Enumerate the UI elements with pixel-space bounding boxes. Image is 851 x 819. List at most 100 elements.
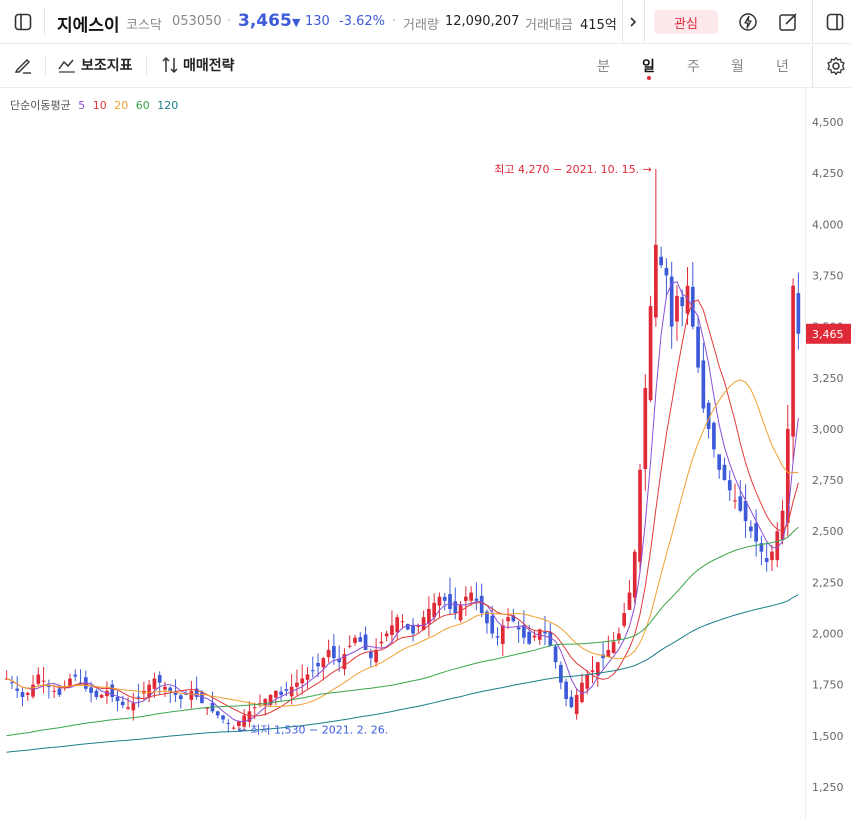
candle-body [780, 510, 785, 540]
candle-body [522, 625, 526, 638]
candle-body [427, 608, 431, 624]
edit-icon[interactable] [775, 0, 801, 44]
draw-tool-button[interactable] [13, 55, 33, 75]
settings-gear-icon[interactable] [822, 45, 850, 87]
period-minute[interactable]: 분 [597, 59, 610, 75]
y-tick-label: 2,000 [812, 628, 844, 641]
candle-body [754, 523, 758, 542]
candle-body [648, 306, 653, 401]
candle-body [712, 422, 716, 450]
candle-body [263, 699, 268, 706]
candle-body [173, 691, 178, 695]
price-change-pct: -3.62% [339, 14, 385, 29]
candle-body [78, 682, 83, 684]
candle-body [358, 637, 363, 642]
down-arrow-icon: ▼ [292, 16, 301, 29]
indicator-button[interactable]: 보조지표 [58, 55, 133, 75]
candle-body [353, 637, 357, 643]
period-month[interactable]: 월 [731, 59, 744, 75]
ma-legend-title: 단순이동평균 [10, 99, 71, 112]
candle-body [606, 649, 611, 657]
candle-body [268, 694, 273, 705]
y-tick-label: 3,000 [812, 423, 844, 436]
candle-body [796, 293, 801, 334]
lightning-icon[interactable] [735, 0, 761, 44]
candle-body [20, 692, 25, 697]
indicator-icon [58, 59, 75, 73]
y-tick-label: 1,250 [812, 781, 844, 794]
candle-body [105, 690, 109, 697]
candle-body [659, 256, 663, 266]
candle-body [89, 687, 93, 693]
candle-body [743, 501, 748, 521]
chevron-right-icon[interactable] [622, 0, 644, 44]
candle-body [453, 601, 458, 614]
period-day[interactable]: 일 [642, 59, 655, 75]
candle-body [326, 649, 331, 658]
candle-body [273, 690, 278, 698]
candle-body [706, 402, 711, 429]
candle-body [316, 662, 320, 667]
candle-body [558, 664, 563, 683]
candle-body [62, 686, 67, 689]
ma-line-5 [6, 280, 799, 722]
panel-toggle-icon[interactable] [820, 0, 850, 44]
y-tick-label: 1,500 [812, 730, 844, 743]
divider [44, 8, 45, 36]
strategy-button[interactable]: 매매전략 [162, 55, 235, 75]
candle-body [590, 670, 595, 672]
period-year[interactable]: 년 [776, 59, 789, 75]
ma-line-20 [6, 379, 799, 707]
candle-body [764, 558, 769, 562]
sidebar-toggle-icon[interactable] [8, 0, 38, 44]
candle-body [47, 686, 51, 688]
active-period-dot [647, 76, 651, 80]
candle-body [10, 682, 14, 684]
candle-body [785, 428, 790, 523]
candle-body [237, 721, 241, 727]
candle-body [147, 684, 151, 698]
candle-body [506, 617, 510, 622]
candle-body [585, 674, 590, 689]
high-annotation: 최고 4,270 − 2021. 10. 15. → [494, 163, 652, 176]
low-annotation: ← 최저 1,530 − 2021. 2. 26. [238, 724, 389, 737]
candle-body [432, 602, 437, 618]
candle-body [622, 613, 627, 626]
candle-body [284, 689, 289, 691]
candle-body [627, 592, 632, 610]
candle-body [759, 543, 764, 552]
y-tick-label: 2,500 [812, 525, 844, 538]
candle-body [94, 690, 99, 697]
candle-body [500, 625, 505, 644]
candle-body [200, 692, 204, 704]
candle-body [25, 692, 30, 695]
candle-body [226, 722, 231, 724]
ma-5: 5 [78, 99, 86, 112]
candle-body [347, 645, 352, 647]
amount-label: 거래대금 [525, 18, 573, 33]
candle-body [474, 598, 479, 601]
candle-body [163, 686, 167, 690]
candle-body [669, 276, 674, 327]
candle-body [300, 678, 305, 684]
candle-body [384, 633, 389, 637]
watchlist-button[interactable]: 관심 [654, 10, 718, 34]
candle-body [374, 649, 378, 663]
candle-body [189, 690, 194, 700]
candle-body [458, 604, 463, 621]
y-tick-label: 2,250 [812, 576, 844, 589]
candle-body [490, 615, 495, 634]
candle-body [749, 526, 753, 532]
candle-body [463, 596, 468, 601]
candle-body [437, 596, 442, 606]
candle-body [110, 684, 115, 697]
candle-body [295, 682, 299, 687]
candle-body [569, 696, 574, 708]
candle-body [564, 681, 568, 700]
candle-body [421, 617, 426, 631]
period-week[interactable]: 주 [687, 59, 700, 75]
candle-body [638, 469, 642, 562]
candle-body [400, 621, 405, 623]
candle-body [643, 388, 648, 469]
